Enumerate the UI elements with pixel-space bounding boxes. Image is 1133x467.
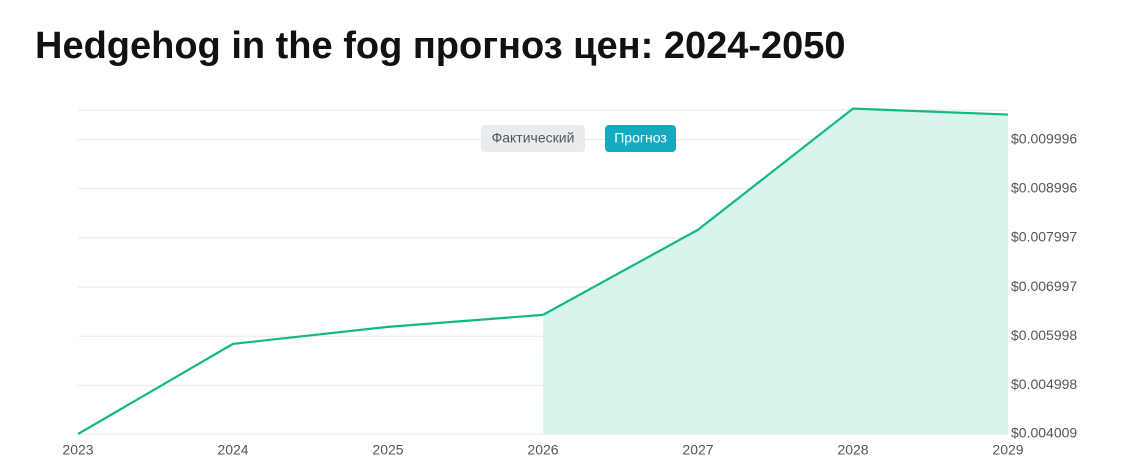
line (77, 313, 544, 435)
x-tick-label: 2026 (527, 442, 558, 458)
legend-label[interactable]: Фактический (492, 130, 575, 146)
legend-button[interactable] (481, 125, 585, 152)
y-tick-label: $0.007997 (1011, 229, 1077, 245)
y-tick-label: $0.006997 (1011, 278, 1077, 294)
y-tick-label: $0.004009 (1011, 425, 1077, 441)
y-tick-label: $0.009996 (1011, 130, 1077, 146)
chart-title: Hedgehog in the fog прогноз цен: 2024-20… (35, 25, 846, 67)
legend-label[interactable]: Прогноз (614, 130, 667, 146)
x-tick-label: 2029 (992, 442, 1023, 458)
x-tick-label: 2025 (372, 442, 403, 458)
x-tick-label: 2028 (837, 442, 868, 458)
legend-button[interactable] (605, 125, 676, 152)
y-tick-label: $0.005998 (1011, 327, 1077, 343)
line (542, 107, 1009, 316)
area (543, 108, 1008, 434)
x-tick-label: 2024 (217, 442, 248, 458)
y-tick-label: $0.008996 (1011, 179, 1077, 195)
x-tick-label: 2023 (62, 442, 93, 458)
y-tick-label: $0.004998 (1011, 376, 1077, 392)
x-tick-label: 2027 (682, 442, 713, 458)
